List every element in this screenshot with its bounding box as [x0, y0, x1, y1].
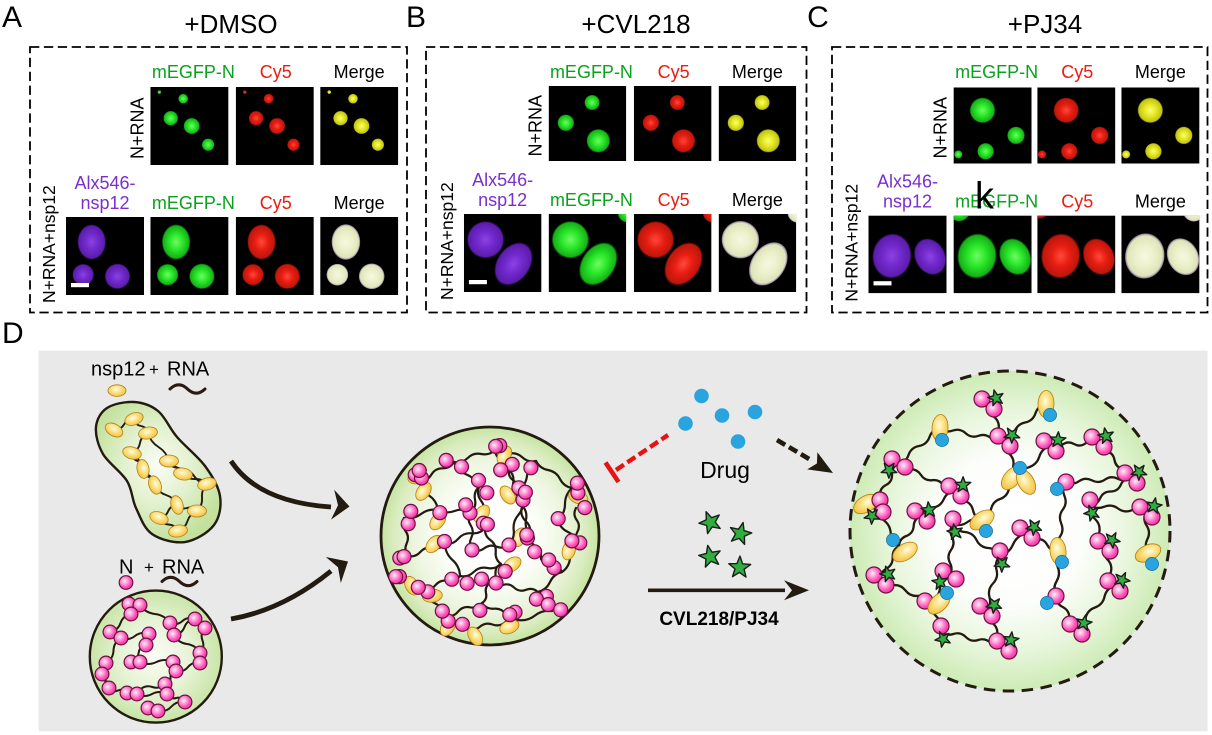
svg-text:Merge: Merge	[334, 62, 385, 82]
svg-text:RNA: RNA	[162, 557, 205, 579]
svg-text:nsp12: nsp12	[883, 192, 932, 212]
svg-text:C: C	[807, 1, 829, 34]
svg-text:RNA: RNA	[167, 359, 210, 381]
svg-text:Merge: Merge	[732, 190, 783, 210]
svg-text:Merge: Merge	[732, 62, 783, 82]
svg-text:nsp12: nsp12	[478, 190, 527, 210]
svg-text:mEGFP-N: mEGFP-N	[152, 193, 235, 213]
svg-text:Alx546-: Alx546-	[877, 172, 938, 192]
svg-text:+PJ34: +PJ34	[1008, 9, 1082, 39]
svg-text:k: k	[975, 176, 995, 218]
svg-text:mEGFP-N: mEGFP-N	[152, 62, 235, 82]
svg-text:N: N	[119, 557, 133, 579]
svg-text:nsp12: nsp12	[80, 193, 129, 213]
svg-text:mEGFP-N: mEGFP-N	[955, 192, 1038, 212]
svg-text:B: B	[406, 1, 426, 34]
svg-text:+CVL218: +CVL218	[581, 9, 690, 39]
svg-text:Merge: Merge	[334, 193, 385, 213]
svg-text:Cy5: Cy5	[658, 62, 690, 82]
svg-text:Cy5: Cy5	[260, 193, 292, 213]
svg-text:nsp12: nsp12	[91, 359, 146, 381]
svg-text:N+RNA: N+RNA	[931, 97, 951, 159]
svg-text:N+RNA+nsp12: N+RNA+nsp12	[437, 182, 457, 300]
svg-text:A: A	[2, 1, 22, 34]
svg-text:Alx546-: Alx546-	[74, 173, 135, 193]
svg-text:CVL218/PJ34: CVL218/PJ34	[659, 609, 779, 630]
svg-text:Cy5: Cy5	[658, 190, 690, 210]
svg-text:N+RNA: N+RNA	[526, 95, 546, 157]
svg-text:Cy5: Cy5	[1061, 62, 1093, 82]
svg-text:Cy5: Cy5	[260, 62, 292, 82]
svg-text:N+RNA+nsp12: N+RNA+nsp12	[842, 184, 862, 302]
svg-text:+: +	[149, 360, 159, 379]
svg-text:+DMSO: +DMSO	[184, 9, 277, 39]
svg-text:+: +	[144, 558, 154, 577]
svg-text:mEGFP-N: mEGFP-N	[550, 62, 633, 82]
svg-text:Merge: Merge	[1135, 192, 1186, 212]
svg-text:Drug: Drug	[700, 457, 750, 483]
svg-text:N+RNA: N+RNA	[127, 97, 147, 159]
svg-text:D: D	[2, 317, 24, 350]
svg-text:mEGFP-N: mEGFP-N	[955, 62, 1038, 82]
svg-text:Cy5: Cy5	[1061, 192, 1093, 212]
svg-text:N+RNA+nsp12: N+RNA+nsp12	[39, 185, 59, 303]
svg-text:Alx546-: Alx546-	[472, 170, 533, 190]
svg-text:mEGFP-N: mEGFP-N	[550, 190, 633, 210]
svg-text:Merge: Merge	[1135, 62, 1186, 82]
